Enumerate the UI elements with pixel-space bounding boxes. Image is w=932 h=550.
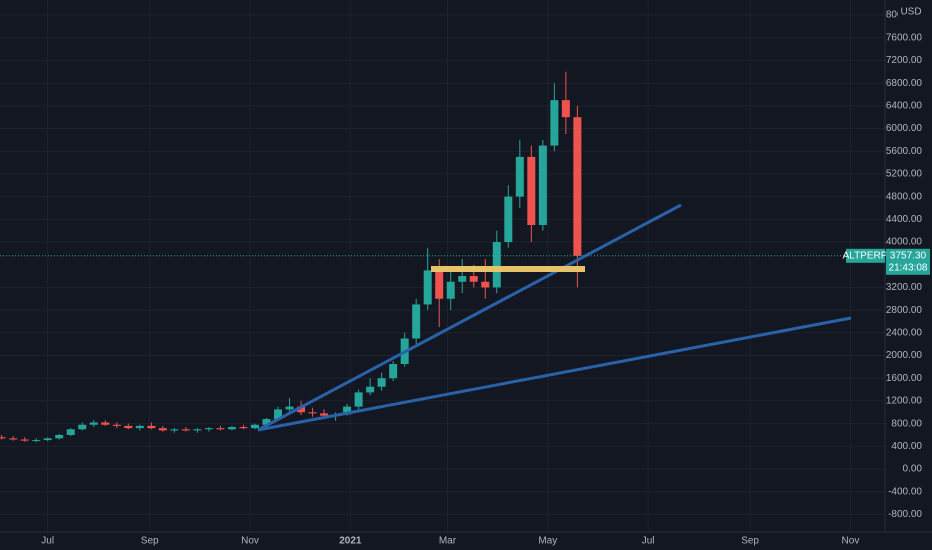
y-tick-label: 2800.00 [886, 305, 923, 316]
candle-body [550, 100, 559, 146]
candle-body [504, 196, 513, 243]
candle-body [308, 412, 317, 414]
candle-body [158, 428, 167, 431]
candle-body [170, 429, 179, 431]
candle-body [239, 427, 248, 429]
x-tick-label: Nov [842, 536, 860, 547]
symbol-box [846, 248, 885, 263]
candle-body [527, 156, 536, 226]
candle-body [561, 100, 570, 118]
y-tick-label: 5600.00 [886, 146, 923, 157]
candle-body [538, 145, 547, 226]
y-tick-label: 2400.00 [886, 327, 923, 338]
trend-line [257, 316, 852, 432]
y-tick-label: 6000.00 [886, 123, 923, 134]
ticks: -800.00 -400.00 0.00 400.00 800.00 1200.00 160… [41, 10, 922, 547]
candle-body [481, 281, 490, 288]
candles [0, 71, 582, 443]
y-tick-label: 1200.00 [886, 396, 923, 407]
candle-body [147, 425, 156, 429]
candle-body [227, 427, 236, 430]
candle-body [204, 428, 213, 430]
candle-body [262, 419, 271, 425]
candle-body [469, 276, 478, 282]
x-tick-label: Mar [439, 536, 457, 547]
grid [0, 0, 885, 532]
candle-body [135, 425, 144, 429]
x-tick-label: Jul [642, 536, 655, 547]
candle-body [101, 422, 110, 425]
x-tick-label: Jul [41, 536, 54, 547]
price-label: ALTPERP 3757.30 21:43:08 [843, 248, 930, 275]
x-tick-label: 2021 [339, 536, 362, 547]
candle-body [9, 438, 18, 440]
horizontal-zone [431, 266, 585, 272]
candle-body [112, 424, 121, 426]
candle-body [32, 440, 41, 442]
x-tick-label: Sep [141, 536, 159, 547]
y-tick-label: 7600.00 [886, 32, 923, 43]
currency: USD [900, 7, 921, 18]
y-tick-label: 7200.00 [886, 55, 923, 66]
y-tick-label: -800.00 [888, 509, 922, 520]
y-tick-label: 4000.00 [886, 237, 923, 248]
y-tick-label: 400.00 [891, 441, 922, 452]
y-tick-label: 6400.00 [886, 100, 923, 111]
y-tick-label: 800.00 [891, 418, 922, 429]
candle-body [343, 406, 352, 415]
candle-body [89, 422, 98, 425]
candle-body [458, 276, 467, 282]
y-tick-label: -400.00 [888, 486, 922, 497]
currency-box [898, 5, 924, 19]
candle-body [181, 429, 190, 431]
y-tick-label: 5200.00 [886, 169, 923, 180]
candle-body [297, 406, 306, 413]
drawings [257, 203, 852, 432]
x-tick-label: Sep [741, 536, 759, 547]
candle-body [193, 429, 202, 431]
candle-body [285, 406, 294, 410]
candle-body [124, 425, 133, 429]
candle-body [274, 409, 283, 420]
countdown: 21:43:08 [889, 262, 928, 273]
y-tick-label: 3200.00 [886, 282, 923, 293]
candle-body [423, 270, 432, 305]
candle-body [377, 378, 386, 387]
candle-body [354, 392, 363, 407]
candle-body [20, 439, 29, 441]
y-tick-label: 4400.00 [886, 214, 923, 225]
candle-body [78, 424, 87, 430]
trend-line [257, 203, 682, 432]
candle-body [250, 424, 259, 429]
x-tick-label: May [538, 536, 557, 547]
y-tick-label: 1600.00 [886, 373, 923, 384]
symbol: ALTPERP [843, 250, 888, 261]
candle-body [412, 304, 421, 339]
candle-body [446, 281, 455, 299]
candle-body [216, 428, 225, 430]
y-tick-label: 6800.00 [886, 78, 923, 89]
price-box [886, 248, 930, 275]
candle-body [320, 413, 329, 416]
candle-body [389, 364, 398, 379]
candle-body [435, 270, 444, 299]
y-tick-label: 4800.00 [886, 191, 923, 202]
candle-body [0, 437, 6, 439]
candle-body [55, 434, 64, 439]
candle-body [366, 386, 375, 393]
candle-body [43, 438, 52, 441]
y-tick-label: 2000.00 [886, 350, 923, 361]
candle-body [492, 242, 501, 288]
candle-body [515, 156, 524, 197]
candle-body [573, 117, 582, 256]
last-price: 3757.30 [890, 250, 927, 261]
candle-body [66, 429, 75, 435]
x-tick-label: Nov [241, 536, 259, 547]
y-tick-label: 0.00 [903, 464, 923, 475]
